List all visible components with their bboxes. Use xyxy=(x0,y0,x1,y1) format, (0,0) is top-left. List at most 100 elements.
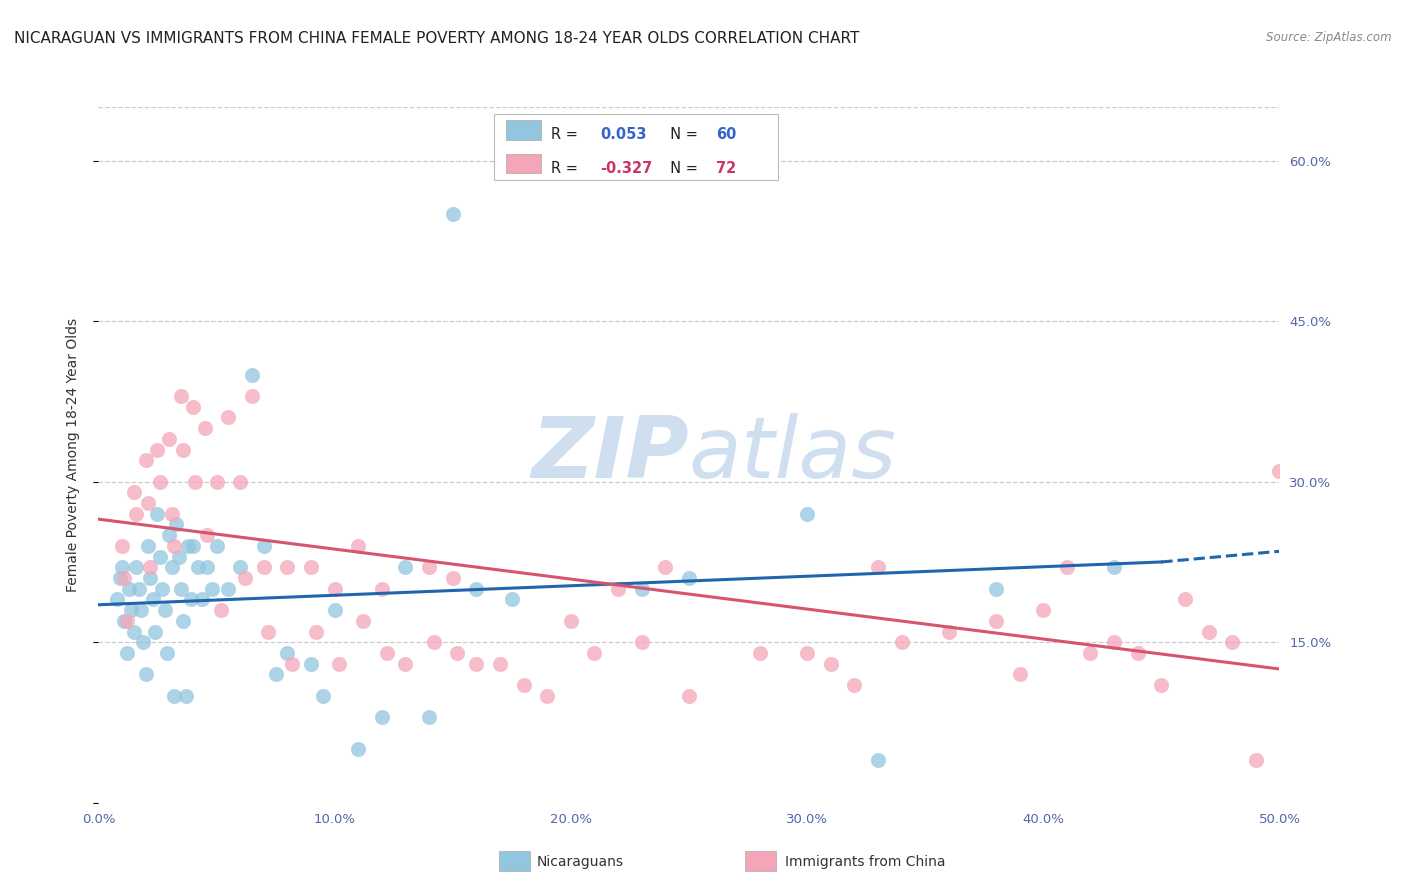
Point xyxy=(796,507,818,521)
Text: 72: 72 xyxy=(716,161,737,176)
Point xyxy=(347,742,370,756)
Point xyxy=(217,582,239,596)
Point xyxy=(177,539,200,553)
Point xyxy=(281,657,304,671)
Point xyxy=(122,485,145,500)
Point xyxy=(276,646,298,660)
Point xyxy=(125,560,148,574)
Point xyxy=(890,635,912,649)
Point xyxy=(1220,635,1243,649)
Point xyxy=(1126,646,1149,660)
Point xyxy=(149,549,172,564)
Point xyxy=(229,560,252,574)
Text: N =: N = xyxy=(661,161,702,176)
Point xyxy=(253,560,276,574)
Point xyxy=(111,560,134,574)
Point xyxy=(156,646,179,660)
Point xyxy=(501,592,523,607)
Point xyxy=(132,635,155,649)
Point xyxy=(195,528,218,542)
Point xyxy=(984,582,1007,596)
Text: -0.327: -0.327 xyxy=(600,161,652,176)
Point xyxy=(205,539,228,553)
Point xyxy=(121,603,143,617)
Point xyxy=(187,560,209,574)
Point xyxy=(125,507,148,521)
Point xyxy=(299,560,322,574)
Point xyxy=(441,207,464,221)
Point xyxy=(180,592,202,607)
Point xyxy=(115,646,138,660)
Point xyxy=(607,582,630,596)
Point xyxy=(1174,592,1197,607)
Text: R =: R = xyxy=(551,128,582,143)
Point xyxy=(150,582,173,596)
Text: Nicaraguans: Nicaraguans xyxy=(537,855,624,869)
Point xyxy=(678,689,700,703)
Point xyxy=(205,475,228,489)
Point xyxy=(146,507,169,521)
Point xyxy=(135,453,157,467)
Point xyxy=(866,560,889,574)
Point xyxy=(1056,560,1078,574)
Point xyxy=(157,432,180,446)
Point xyxy=(217,410,239,425)
Point xyxy=(938,624,960,639)
Text: 0.053: 0.053 xyxy=(600,128,647,143)
Point xyxy=(1150,678,1173,692)
Point xyxy=(820,657,842,671)
Point xyxy=(181,539,204,553)
Point xyxy=(1032,603,1054,617)
Point xyxy=(253,539,276,553)
Point xyxy=(170,389,193,403)
Point xyxy=(1080,646,1102,660)
Point xyxy=(195,560,218,574)
Y-axis label: Female Poverty Among 18-24 Year Olds: Female Poverty Among 18-24 Year Olds xyxy=(66,318,80,592)
Point xyxy=(229,475,252,489)
Point xyxy=(394,560,416,574)
Point xyxy=(233,571,256,585)
Point xyxy=(347,539,370,553)
Bar xyxy=(506,153,541,173)
Point xyxy=(1008,667,1031,681)
Point xyxy=(136,496,159,510)
Point xyxy=(160,560,183,574)
Point xyxy=(160,507,183,521)
Point xyxy=(418,710,440,724)
Point xyxy=(323,603,346,617)
Bar xyxy=(506,120,541,140)
Point xyxy=(115,614,138,628)
Point xyxy=(1102,635,1125,649)
Point xyxy=(149,475,172,489)
Point xyxy=(136,539,159,553)
Point xyxy=(191,592,214,607)
Point xyxy=(165,517,187,532)
Point xyxy=(163,539,186,553)
Text: NICARAGUAN VS IMMIGRANTS FROM CHINA FEMALE POVERTY AMONG 18-24 YEAR OLDS CORRELA: NICARAGUAN VS IMMIGRANTS FROM CHINA FEMA… xyxy=(14,31,859,46)
Point xyxy=(276,560,298,574)
Point xyxy=(264,667,287,681)
Point xyxy=(240,368,263,382)
Point xyxy=(678,571,700,585)
Point xyxy=(423,635,446,649)
Point xyxy=(128,582,150,596)
Point xyxy=(371,582,394,596)
Text: Source: ZipAtlas.com: Source: ZipAtlas.com xyxy=(1267,31,1392,45)
Point xyxy=(1268,464,1291,478)
Point xyxy=(209,603,232,617)
Point xyxy=(394,657,416,671)
Point xyxy=(108,571,131,585)
Point xyxy=(129,603,152,617)
Point xyxy=(139,571,162,585)
Point xyxy=(1198,624,1220,639)
Point xyxy=(143,624,166,639)
Point xyxy=(105,592,128,607)
Text: atlas: atlas xyxy=(689,413,897,497)
Point xyxy=(112,571,135,585)
Point xyxy=(181,400,204,414)
Point xyxy=(375,646,398,660)
Point xyxy=(583,646,606,660)
Text: N =: N = xyxy=(661,128,702,143)
Point xyxy=(201,582,224,596)
Point xyxy=(465,582,488,596)
